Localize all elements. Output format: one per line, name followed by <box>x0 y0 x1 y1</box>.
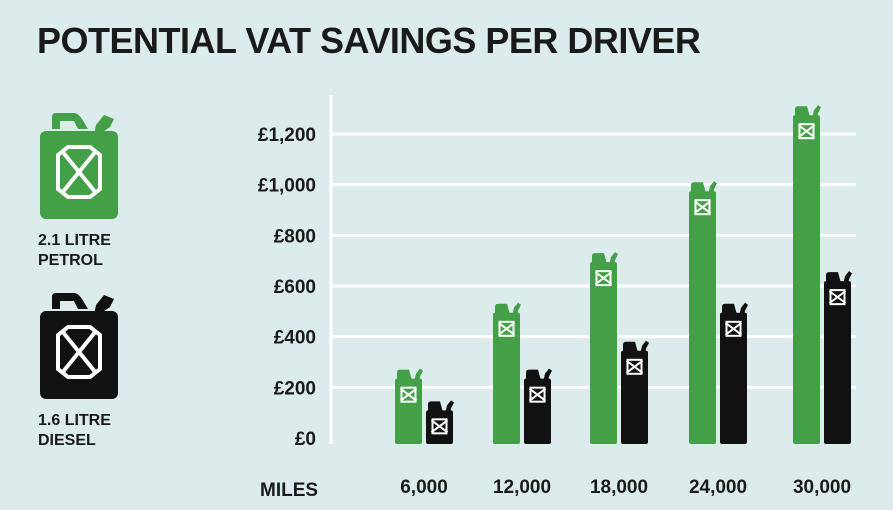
bar-diesel <box>524 368 552 444</box>
bar-diesel <box>720 302 748 444</box>
bar-emblem <box>594 271 613 285</box>
y-tick-label: £0 <box>295 429 316 450</box>
bar-emblem <box>724 322 743 336</box>
y-tick-label: £800 <box>274 226 316 247</box>
bar-emblem <box>625 360 644 374</box>
bar-emblem <box>693 200 712 214</box>
bar-body <box>493 312 520 444</box>
bar-emblem-frame <box>694 199 711 216</box>
legend-label-line1: 2.1 LITRE <box>38 232 111 249</box>
bar-handle <box>795 106 810 118</box>
bar-body <box>824 281 851 444</box>
bar-emblem <box>430 419 449 434</box>
bar-body <box>621 350 648 444</box>
bar-emblem <box>528 387 547 402</box>
legend-item-diesel: 1.6 LITRE DIESEL <box>38 293 148 451</box>
bar-emblem <box>497 322 516 336</box>
x-tick-label: 6,000 <box>400 477 448 498</box>
jerry-can-icon <box>40 293 118 399</box>
bar-diesel <box>621 340 649 444</box>
bar-diesel <box>824 271 852 444</box>
bar-petrol <box>493 302 521 444</box>
bar-petrol <box>689 181 717 444</box>
x-tick-label: 30,000 <box>793 477 851 498</box>
x-axis-ticks: 6,000 12,000 18,000 24,000 30,000 <box>400 477 851 498</box>
x-tick-label: 24,000 <box>689 477 747 498</box>
legend-label-line2: DIESEL <box>38 432 96 449</box>
legend-item-petrol: 2.1 LITRE PETROL <box>38 113 148 271</box>
bar-emblem-frame <box>498 320 515 337</box>
y-tick-label: £1,200 <box>258 125 316 146</box>
bar-handle <box>397 369 412 381</box>
bar-handle <box>722 303 737 315</box>
y-tick-label: £200 <box>274 378 316 399</box>
y-tick-label: £600 <box>274 277 316 298</box>
bar-emblem <box>828 290 847 304</box>
bar-emblem-frame <box>725 320 742 337</box>
bar-emblem <box>399 387 418 402</box>
bar-handle <box>592 253 607 265</box>
bar-emblem-frame <box>400 386 417 403</box>
x-tick-label: 18,000 <box>590 477 648 498</box>
bar-handle <box>495 303 510 315</box>
bar-handle <box>428 401 443 413</box>
bar-handle <box>826 272 841 284</box>
bar-emblem-frame <box>529 386 546 403</box>
legend-label-line1: 1.6 LITRE <box>38 412 111 429</box>
bar-emblem <box>797 124 816 138</box>
x-axis-label: MILES <box>260 480 318 501</box>
bars <box>395 105 852 444</box>
bar-petrol <box>793 105 821 444</box>
bar-emblem-frame <box>431 418 448 435</box>
bar-handle <box>691 182 706 194</box>
bar-diesel <box>426 400 454 444</box>
y-tick-label: £400 <box>274 328 316 349</box>
bar-emblem-frame <box>626 358 643 375</box>
bar-emblem-frame <box>829 289 846 306</box>
chart-title: POTENTIAL VAT SAVINGS PER DRIVER <box>37 20 701 61</box>
x-tick-label: 12,000 <box>493 477 551 498</box>
jerry-can-icon <box>40 113 118 219</box>
bar-handle <box>623 341 638 353</box>
bar-emblem-frame <box>798 123 815 140</box>
bar-petrol <box>395 368 423 444</box>
bar-emblem-frame <box>595 270 612 287</box>
bar-body <box>590 262 617 444</box>
bar-petrol <box>590 252 618 444</box>
legend-label-line2: PETROL <box>38 252 103 269</box>
y-axis-ticks: £0 £200 £400 £600 £800 £1,000 £1,200 <box>258 125 316 450</box>
bar-handle <box>526 369 541 381</box>
bar-body <box>720 312 747 444</box>
bar-body <box>689 191 716 444</box>
bar-body <box>793 115 820 444</box>
y-tick-label: £1,000 <box>258 176 316 197</box>
